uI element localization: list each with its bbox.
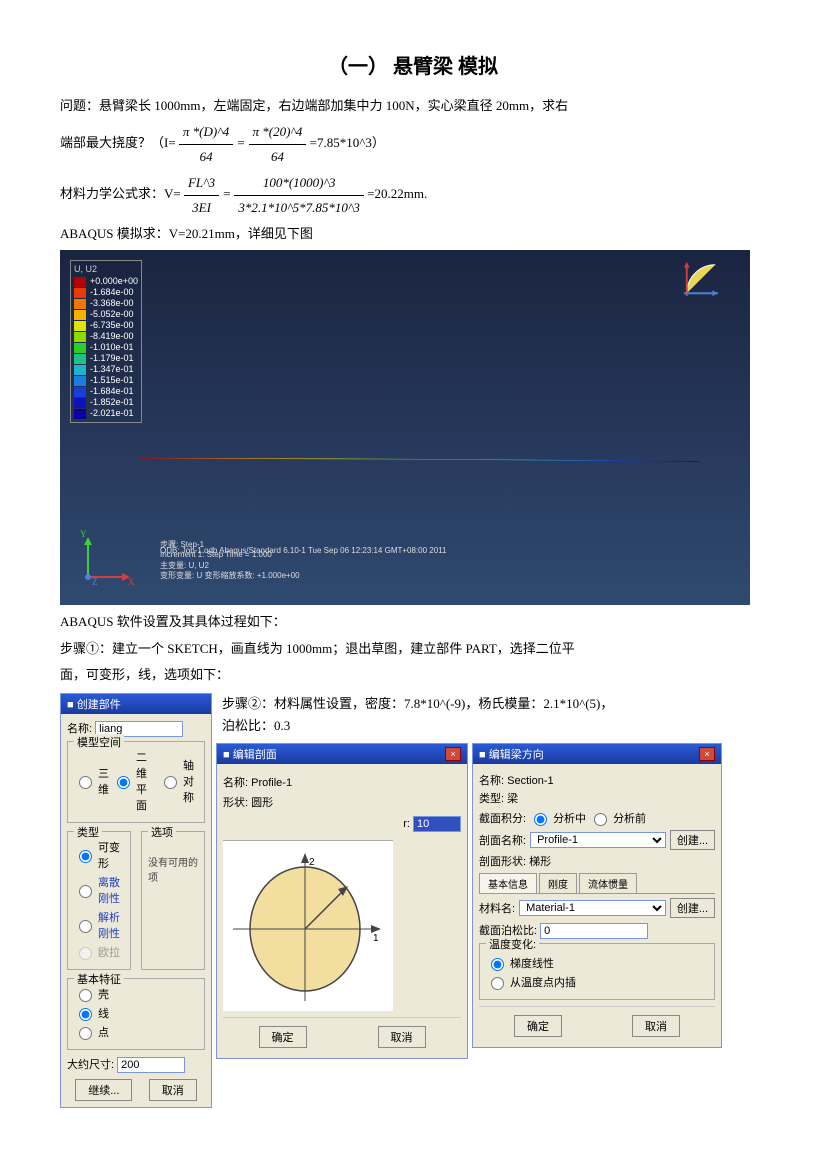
legend-entry: -1.347e-01 (74, 364, 138, 375)
material-formula-line: 材料力学公式求：V= FL^33EI = 100*(1000)^33*2.1*1… (60, 171, 766, 219)
radius-input[interactable] (413, 816, 461, 832)
legend-entry: -8.419e-00 (74, 331, 138, 342)
cancel-button[interactable]: 取消 (632, 1015, 680, 1037)
model-space-fieldset: 模型空间 三维 二维平面 轴对称 (67, 741, 205, 823)
temp-variation-fieldset: 温度变化: 梯度线性 从温度点内插 (479, 943, 715, 1000)
legend-entry: -2.021e-01 (74, 408, 138, 419)
legend-entry: -1.852e-01 (74, 397, 138, 408)
step1-line1: 步骤①：建立一个 SKETCH，画直线为 1000mm；退出草图，建立部件 PA… (60, 637, 766, 660)
abaqus-viewport: U, U2 +0.000e+00-1.684e-00-3.368e-00-5.0… (60, 250, 750, 605)
create-part-dialog: ■ 创建部件 名称: 模型空间 三维 二维平面 轴对称 类型 可变形 离散刚性 (60, 693, 212, 1108)
create-material-button[interactable]: 创建... (670, 898, 715, 918)
radio-before-analysis[interactable] (594, 813, 607, 826)
problem-line-1: 问题：悬臂梁长 1000mm，左端固定，右边端部加集中力 100N，实心梁直径 … (60, 94, 766, 117)
cancel-button[interactable]: 取消 (149, 1079, 197, 1101)
continue-button[interactable]: 继续... (75, 1079, 132, 1101)
edit-beam-section-dialog: ■ 编辑梁方向 × 名称: Section-1 类型: 梁 截面积分: 分析中 … (472, 743, 722, 1048)
after-viewport-line: ABAQUS 软件设置及其具体过程如下： (60, 610, 766, 633)
option-fieldset: 选项 没有可用的项 (141, 831, 205, 970)
radio-3d[interactable] (79, 776, 92, 789)
beam-deflection (140, 458, 700, 462)
close-icon[interactable]: × (445, 747, 461, 761)
edit-profile-title: ■ 编辑剖面 × (217, 744, 467, 764)
cancel-button[interactable]: 取消 (378, 1026, 426, 1048)
radio-axisymmetric[interactable] (164, 776, 177, 789)
radio-deformable[interactable] (79, 850, 92, 863)
legend-entry: -6.735e-00 (74, 320, 138, 331)
svg-text:Z: Z (92, 577, 98, 587)
ok-button[interactable]: 确定 (259, 1026, 307, 1048)
profile-name-select[interactable]: Profile-1 (530, 832, 666, 848)
tab-stiffness[interactable]: 刚度 (539, 873, 577, 893)
section-type-value: 梁 (507, 793, 518, 805)
radio-interpolate-temp[interactable] (491, 977, 504, 990)
legend-entry: -1.179e-01 (74, 353, 138, 364)
approx-size-input[interactable] (117, 1057, 185, 1073)
legend-entry: -1.010e-01 (74, 342, 138, 353)
contour-legend: U, U2 +0.000e+00-1.684e-00-3.368e-00-5.0… (70, 260, 142, 423)
base-feature-fieldset: 基本特征 壳 线 点 (67, 978, 205, 1050)
profile-shape-value: 圆形 (251, 797, 273, 809)
close-icon[interactable]: × (699, 747, 715, 761)
axis-triad-icon: Y X Z (78, 527, 138, 587)
create-part-title: ■ 创建部件 (61, 694, 211, 714)
legend-entry: -1.684e-00 (74, 287, 138, 298)
radio-analytical-rigid[interactable] (79, 920, 92, 933)
profile-name-value: Profile-1 (251, 777, 292, 789)
radio-during-analysis[interactable] (534, 813, 547, 826)
create-profile-button[interactable]: 创建... (670, 830, 715, 850)
compass-icon (682, 260, 720, 298)
problem-line-2: 端部最大挠度？（I= π *(D)^464 = π *(20)^464 =7.8… (60, 120, 766, 168)
radio-point[interactable] (79, 1027, 92, 1040)
tab-basic[interactable]: 基本信息 (479, 873, 537, 893)
step2-line2: 泊松比：0.3 (216, 715, 766, 737)
radio-discrete-rigid[interactable] (79, 885, 92, 898)
type-fieldset: 类型 可变形 离散刚性 解析刚性 欧拉 (67, 831, 131, 970)
svg-text:1: 1 (373, 933, 379, 944)
material-select[interactable]: Material-1 (519, 900, 666, 916)
edit-beam-section-title: ■ 编辑梁方向 × (473, 744, 721, 764)
step-info-text: 步骤: Step-1Increment 1: Step Time = 1.000… (160, 540, 300, 582)
radio-2d-planar[interactable] (117, 776, 130, 789)
legend-entry: -3.368e-00 (74, 298, 138, 309)
radio-linear-gradient[interactable] (491, 958, 504, 971)
section-poisson-input[interactable] (540, 923, 648, 939)
profile-preview: 2 1 (223, 840, 393, 1011)
legend-title: U, U2 (74, 264, 138, 274)
legend-entry: -5.052e-00 (74, 309, 138, 320)
ok-button[interactable]: 确定 (514, 1015, 562, 1037)
tab-fluid-inertia[interactable]: 流体惯量 (579, 873, 637, 893)
svg-text:Y: Y (80, 529, 87, 539)
legend-entry: -1.515e-01 (74, 375, 138, 386)
svg-text:2: 2 (309, 857, 315, 868)
radio-shell[interactable] (79, 989, 92, 1002)
svg-text:X: X (128, 577, 135, 587)
legend-entry: +0.000e+00 (74, 276, 138, 287)
profile-shape-info: 剖面形状: 梯形 (479, 856, 551, 868)
section-tabs: 基本信息 刚度 流体惯量 (479, 873, 715, 894)
step1-line2: 面，可变形，线，选项如下： (60, 663, 766, 686)
page-title: （一） 悬臂梁 模拟 (60, 50, 766, 79)
approx-size-label: 大约尺寸: (67, 1059, 114, 1071)
radio-eulerian (79, 947, 92, 960)
abaqus-result-line: ABAQUS 模拟求：V=20.21mm，详细见下图 (60, 222, 766, 245)
section-name-value: Section-1 (507, 775, 553, 787)
edit-profile-dialog: ■ 编辑剖面 × 名称: Profile-1 形状: 圆形 r: (216, 743, 468, 1059)
legend-entry: -1.684e-01 (74, 386, 138, 397)
step2-line1: 步骤②：材料属性设置，密度：7.8*10^(-9)，杨氏模量：2.1*10^(5… (216, 693, 766, 715)
radio-wire[interactable] (79, 1008, 92, 1021)
